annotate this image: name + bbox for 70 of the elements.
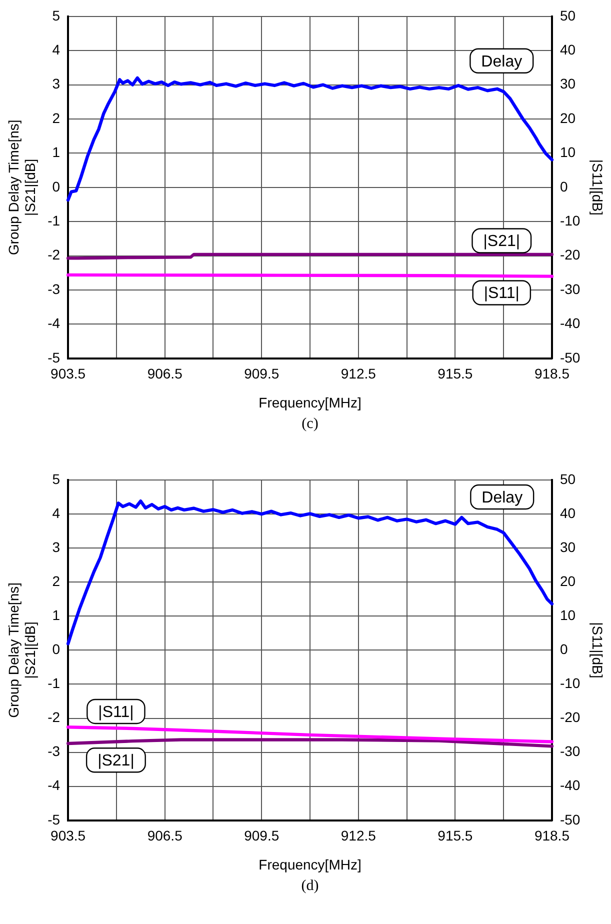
y2-tick-label: -10 — [560, 212, 580, 228]
series-label: |S21| — [483, 233, 520, 250]
y2-tick-label: 10 — [560, 607, 576, 624]
series-label: Delay — [481, 53, 522, 70]
x-axis-title: Frequency[MHz] — [258, 394, 362, 410]
y2-tick-label: -50 — [560, 349, 580, 366]
y-axis-title: Group Delay Time[ns] |S21|[dB] — [5, 582, 38, 718]
y2-tick-label: -30 — [560, 743, 580, 760]
y2-tick-label: 40 — [560, 504, 576, 521]
y2-tick-label: 0 — [560, 641, 568, 658]
y2-tick-label: 30 — [560, 76, 576, 92]
x-tick-label: 906.5 — [147, 366, 183, 382]
x-tick-label: 915.5 — [438, 366, 473, 382]
y2-tick-label: 50 — [560, 470, 576, 487]
y-tick-label: 2 — [52, 572, 60, 589]
y-tick-label: 5 — [52, 470, 60, 487]
y-tick-label: 1 — [52, 144, 60, 160]
y-axis-title: Group Delay Time[ns] |S21|[dB] — [5, 120, 38, 256]
x-tick-label: 915.5 — [438, 828, 473, 844]
x-axis-title: Frequency[MHz] — [258, 856, 362, 872]
y-tick-label: 1 — [52, 607, 60, 624]
y2-tick-label: -20 — [560, 246, 580, 263]
x-tick-label: 912.5 — [340, 366, 376, 382]
y2-tick-label: 40 — [560, 41, 576, 58]
y2-tick-label: 20 — [560, 572, 576, 589]
x-tick-label: 918.5 — [534, 366, 570, 382]
series-label: |S11| — [98, 704, 134, 721]
y-tick-label: 2 — [52, 110, 60, 126]
series-label: |S21| — [98, 752, 134, 770]
y2-tick-label: -20 — [560, 709, 580, 726]
y-tick-label: 4 — [52, 41, 60, 58]
y-tick-label: -3 — [48, 280, 60, 297]
x-tick-label: 912.5 — [340, 828, 376, 844]
y2-tick-label: -40 — [560, 777, 580, 794]
x-tick-label: 903.5 — [50, 366, 86, 382]
y-tick-label: -4 — [48, 315, 60, 332]
y-tick-label: 3 — [52, 76, 60, 92]
x-tick-label: 903.5 — [50, 828, 86, 844]
y2-tick-label: -40 — [560, 315, 580, 332]
y-tick-label: -2 — [48, 246, 60, 263]
y-tick-label: -5 — [48, 811, 60, 828]
y2-tick-label: 50 — [560, 7, 576, 24]
y2-tick-label: -50 — [560, 811, 580, 828]
y-tick-label: -3 — [48, 743, 60, 760]
y2-axis-title: |S11|[dB] — [590, 622, 606, 678]
y-tick-label: 3 — [52, 538, 60, 555]
y2-tick-label: 0 — [560, 178, 568, 194]
y-tick-label: 5 — [52, 7, 60, 24]
text: (c) — [302, 416, 318, 432]
y2-tick-label: -30 — [560, 280, 580, 297]
y2-tick-label: 30 — [560, 538, 576, 555]
y2-tick-label: 10 — [560, 144, 576, 160]
y-tick-label: 4 — [52, 504, 60, 521]
x-tick-label: 906.5 — [147, 828, 183, 844]
x-tick-label: 909.5 — [244, 828, 280, 844]
y-tick-label: -1 — [48, 212, 60, 228]
x-tick-label: 918.5 — [534, 828, 570, 844]
x-tick-label: 909.5 — [244, 366, 280, 382]
y2-tick-label: -10 — [560, 675, 580, 692]
y2-axis-title: |S11|[dB] — [590, 159, 606, 216]
series-label: |S11| — [484, 285, 520, 302]
y-tick-label: 0 — [52, 641, 60, 658]
series-label: Delay — [482, 489, 523, 506]
y-tick-label: 0 — [52, 178, 60, 194]
y-tick-label: -1 — [48, 675, 60, 692]
y-tick-label: -4 — [48, 777, 60, 794]
text: (d) — [301, 878, 319, 894]
y-tick-label: -5 — [48, 349, 60, 366]
y2-tick-label: 20 — [560, 110, 576, 126]
y-tick-label: -2 — [48, 709, 60, 726]
